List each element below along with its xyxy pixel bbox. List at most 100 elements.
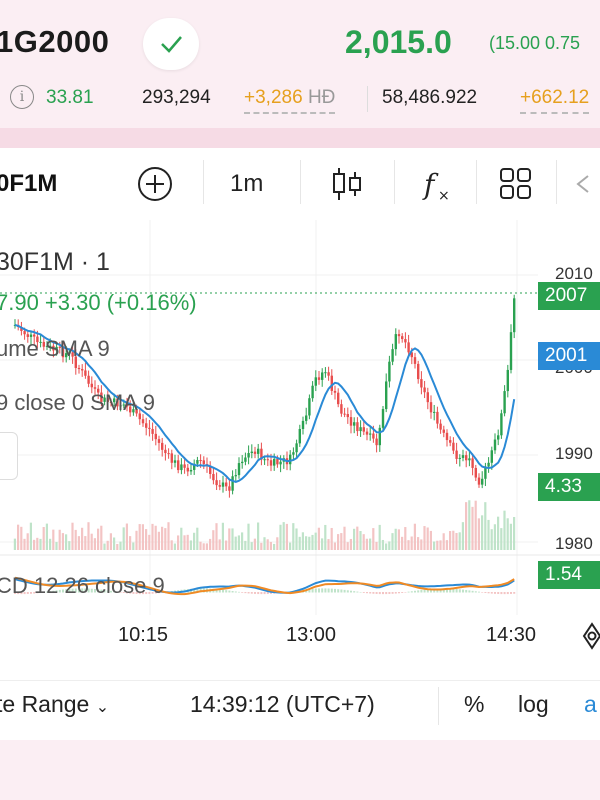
toolbar-symbol[interactable]: 0F1M [0, 170, 58, 197]
add-symbol-button[interactable] [134, 162, 176, 206]
stat-value-1: 33.81 [46, 87, 94, 108]
candle-body [132, 409, 135, 413]
volume-bar [13, 538, 16, 550]
collapse-legend-button[interactable] [0, 432, 18, 480]
legend-macd[interactable]: CD 12 26 close 9 [0, 573, 165, 598]
candle-body [301, 420, 305, 430]
log-toggle[interactable]: log [518, 691, 549, 717]
date-range-button[interactable]: te Range ⌄ [0, 691, 109, 718]
volume-bar [151, 523, 154, 550]
candle-body [119, 405, 122, 407]
volume-bar [135, 530, 138, 550]
candle-body [273, 458, 276, 466]
macd-histogram-bar [225, 590, 228, 593]
macd-histogram-bar [494, 592, 496, 594]
layout-button[interactable] [498, 162, 534, 206]
candle-body [129, 406, 132, 413]
volume-bar [301, 532, 304, 550]
volume-bar [65, 534, 68, 550]
macd-histogram-bar [145, 592, 148, 595]
legend-title[interactable]: 30F1M · 1 [0, 248, 110, 276]
macd-histogram-bar [324, 588, 327, 593]
candle-body [109, 401, 113, 403]
volume-bar [401, 536, 404, 550]
volume-bar [365, 538, 368, 550]
signal-line [14, 576, 515, 596]
macd-histogram-bar [471, 590, 474, 593]
volume-bar [247, 523, 250, 550]
macd-histogram-bar [340, 589, 343, 593]
candle-body [458, 457, 461, 459]
candle-body [218, 485, 221, 487]
more-button[interactable] [568, 162, 598, 206]
volume-bar [49, 538, 52, 550]
toolbar-separator [556, 160, 557, 204]
macd-histogram-bar [238, 591, 240, 593]
svg-text:×: × [438, 188, 450, 204]
bottom-toolbar: te Range ⌄ 14:39:12 (UTC+7) % log a [0, 680, 600, 741]
auto-toggle[interactable]: a [584, 691, 597, 717]
candle-body [263, 459, 266, 461]
candle-body [420, 379, 423, 388]
chart-type-button[interactable] [330, 162, 364, 206]
candle-body [55, 346, 58, 351]
percent-toggle[interactable]: % [464, 691, 485, 717]
macd-histogram-bar [420, 589, 423, 593]
macd-histogram-bar [106, 590, 109, 593]
volume-bar [170, 540, 173, 550]
candle-body [116, 398, 119, 407]
volume-bar [234, 536, 237, 550]
candle-body [135, 409, 138, 414]
stats-divider [367, 86, 368, 112]
volume-bar [452, 530, 455, 550]
macd-histogram-bar [462, 589, 464, 593]
macd-histogram-bar [33, 592, 36, 594]
macd-histogram-bar [222, 589, 224, 593]
volume-bar [289, 542, 292, 550]
stat-value-4: 58,486.922 [382, 87, 478, 108]
macd-histogram-bar [442, 588, 445, 593]
stats-row: i 33.81 293,294 +3,286 HĐ 58,486.922 +66… [0, 82, 600, 116]
volume-tag: 4.33 [538, 473, 600, 501]
candle-body [401, 336, 404, 340]
chart-area[interactable]: 30F1M · 1 7.90 +3.30 (+0.16%) ume SMA 9 … [0, 220, 600, 680]
candle-body [215, 480, 218, 486]
time-label: 14:30 [486, 624, 537, 646]
candle-body [193, 463, 196, 470]
info-icon[interactable]: i [10, 85, 34, 109]
indicators-button[interactable]: f × [422, 162, 456, 206]
chart-settings-button[interactable] [582, 622, 600, 655]
candle-body [49, 345, 52, 347]
candle-body [45, 345, 49, 347]
volume-bar [468, 500, 471, 550]
volume-bar [68, 541, 71, 550]
price-chart[interactable] [0, 220, 600, 680]
macd-histogram-bar [391, 592, 394, 594]
candle-body [122, 404, 125, 406]
legend-sma[interactable]: 9 close 0 SMA 9 [0, 390, 155, 415]
volume-bar [154, 525, 157, 550]
volume-bar [266, 539, 269, 550]
volume-bar [285, 523, 288, 550]
macd-histogram-bar [311, 588, 314, 593]
candle-body [442, 429, 445, 433]
interval-button[interactable]: 1m [230, 170, 264, 197]
volume-bars [13, 500, 516, 550]
macd-histogram-bar [254, 592, 256, 594]
macd-histogram-bar [138, 592, 141, 595]
macd-histogram-bar [430, 588, 432, 593]
volume-bar [487, 519, 490, 550]
watchlist-check-button[interactable] [143, 18, 199, 70]
volume-bar [305, 536, 308, 550]
volume-bar [93, 538, 96, 550]
volume-bar [394, 528, 397, 550]
volume-bar [145, 529, 148, 550]
candle-body [170, 453, 173, 463]
volume-bar [445, 540, 448, 550]
legend-volume-sma[interactable]: ume SMA 9 [0, 336, 110, 361]
macd-histogram-bar [327, 588, 330, 593]
candle-body [212, 473, 215, 481]
legend-price: 7.90 +3.30 (+0.16%) [0, 290, 197, 315]
clock-timezone[interactable]: 14:39:12 (UTC+7) [190, 691, 375, 717]
time-label: 13:00 [286, 624, 337, 646]
